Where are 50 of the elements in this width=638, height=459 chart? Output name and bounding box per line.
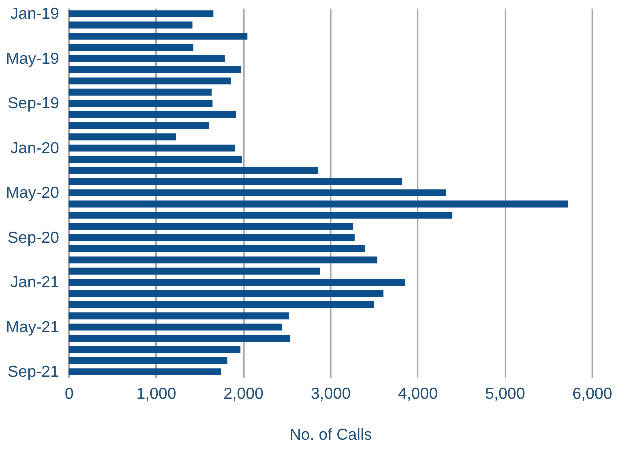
bar [68,268,320,275]
y-tick-label: Jan-20 [10,140,60,158]
bar [68,10,214,18]
y-tick-label: Jan-21 [10,274,60,292]
y-tick-label: May-21 [6,319,60,336]
x-tick-label: 2,000 [224,386,264,404]
y-tick-label: Sep-20 [8,230,60,247]
y-tick-label: Sep-19 [8,96,60,113]
x-tick-label: 4,000 [398,386,438,404]
bar [68,32,248,40]
bar [68,78,232,85]
bar [68,212,453,219]
y-tick-label: Jan-19 [10,6,60,24]
bar [68,346,241,354]
bar [68,368,222,376]
x-tick-label: 3,000 [310,386,352,404]
bar [68,100,213,108]
bar [68,88,212,96]
y-tick-label: May-20 [6,185,60,202]
bar [68,190,446,197]
bar [68,324,283,331]
bar [68,111,236,118]
bar [68,357,228,364]
bar [68,256,378,264]
bar [68,122,210,130]
bar [68,279,406,286]
x-tick-label: 0 [64,386,74,404]
bar [68,234,355,242]
bar [68,301,374,308]
bar [68,44,194,52]
x-tick-label: 6,000 [572,386,613,404]
x-tick-label: 5,000 [485,386,526,404]
bar [68,55,225,62]
bar [68,223,354,230]
bar [68,156,242,163]
bar [68,246,366,252]
bar [68,290,384,298]
bar [68,22,193,29]
bar [68,66,242,74]
bar [68,144,236,152]
y-tick-label: May-19 [6,50,60,68]
bar [68,200,569,208]
x-axis-title: No. of Calls [290,427,372,444]
bar [68,335,290,342]
bar [68,312,290,320]
bar [68,134,176,141]
bar [68,178,402,186]
x-tick-label: 1,000 [136,386,177,404]
bar [68,167,318,174]
y-tick-label: Sep-21 [8,364,60,382]
